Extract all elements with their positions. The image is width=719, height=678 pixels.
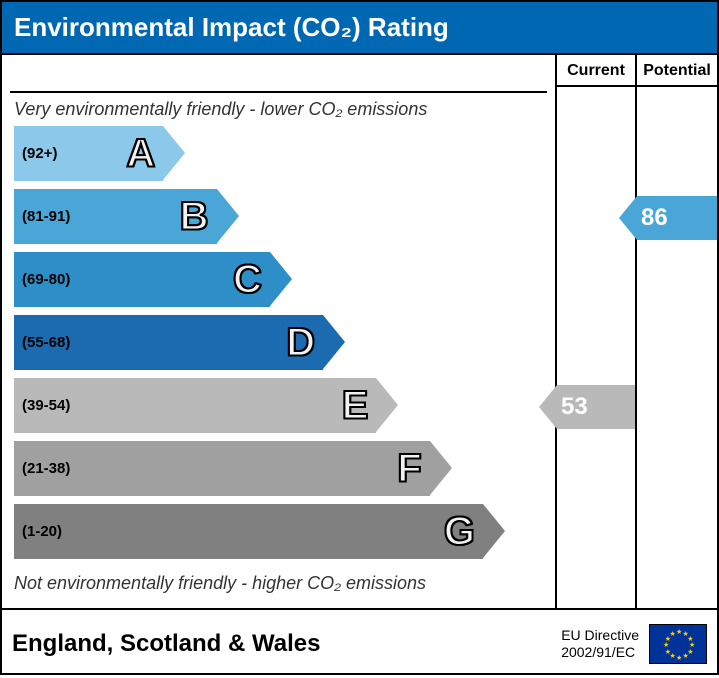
band-letter: B <box>180 194 209 239</box>
caption-bottom: Not environmentally friendly - higher CO… <box>10 567 547 600</box>
band-d: (55-68) D <box>14 315 323 370</box>
band-letter: D <box>286 320 315 365</box>
band-letter: C <box>233 257 262 302</box>
band-row-e: (39-54) E <box>14 378 547 433</box>
title-bar: Environmental Impact (CO₂) Rating <box>2 2 717 53</box>
current-header: Current <box>557 55 635 87</box>
rating-chart: Environmental Impact (CO₂) Rating Very e… <box>0 0 719 675</box>
bands-column: Very environmentally friendly - lower CO… <box>2 53 557 608</box>
band-a: (92+) A <box>14 126 163 181</box>
band-e: (39-54) E <box>14 378 376 433</box>
band-row-b: (81-91) B <box>14 189 547 244</box>
band-row-g: (1-20) G <box>14 504 547 559</box>
band-range: (69-80) <box>14 271 70 288</box>
rating-arrow: 86 <box>637 196 717 240</box>
band-letter: E <box>342 383 369 428</box>
directive-line1: EU Directive <box>561 627 639 644</box>
main-header-spacer <box>10 61 547 93</box>
band-row-a: (92+) A <box>14 126 547 181</box>
caption-top: Very environmentally friendly - lower CO… <box>10 93 547 126</box>
band-letter: A <box>126 131 155 176</box>
band-letter: G <box>444 509 475 554</box>
rating-arrow: 53 <box>557 385 635 429</box>
potential-header: Potential <box>637 55 717 87</box>
current-column: Current 53 <box>557 53 637 608</box>
bands-container: (92+) A (81-91) B (69-80) C (55-68) D (39-54) E (2… <box>10 126 547 559</box>
band-letter: F <box>397 446 421 491</box>
eu-star-icon: ★ <box>670 630 676 638</box>
band-f: (21-38) F <box>14 441 430 496</box>
band-b: (81-91) B <box>14 189 217 244</box>
eu-flag-icon: ★★★★★★★★★★★★ <box>649 624 707 664</box>
potential-column: Potential 86 <box>637 53 717 608</box>
eu-star-icon: ★ <box>676 654 682 662</box>
band-range: (92+) <box>14 145 57 162</box>
band-c: (69-80) C <box>14 252 270 307</box>
band-range: (1-20) <box>14 523 62 540</box>
band-range: (55-68) <box>14 334 70 351</box>
footer-region: England, Scotland & Wales <box>12 630 320 658</box>
band-g: (1-20) G <box>14 504 483 559</box>
chart-body: Very environmentally friendly - lower CO… <box>2 53 717 608</box>
eu-star-icon: ★ <box>676 628 682 636</box>
chart-title: Environmental Impact (CO₂) Rating <box>14 12 449 42</box>
directive-line2: 2002/91/EC <box>561 644 639 661</box>
eu-directive-text: EU Directive 2002/91/EC <box>561 627 639 661</box>
band-range: (39-54) <box>14 397 70 414</box>
footer-right: EU Directive 2002/91/EC ★★★★★★★★★★★★ <box>561 624 707 664</box>
footer: England, Scotland & Wales EU Directive 2… <box>2 608 717 678</box>
band-row-d: (55-68) D <box>14 315 547 370</box>
eu-star-icon: ★ <box>683 652 689 660</box>
band-row-c: (69-80) C <box>14 252 547 307</box>
band-range: (21-38) <box>14 460 70 477</box>
band-row-f: (21-38) F <box>14 441 547 496</box>
band-range: (81-91) <box>14 208 70 225</box>
